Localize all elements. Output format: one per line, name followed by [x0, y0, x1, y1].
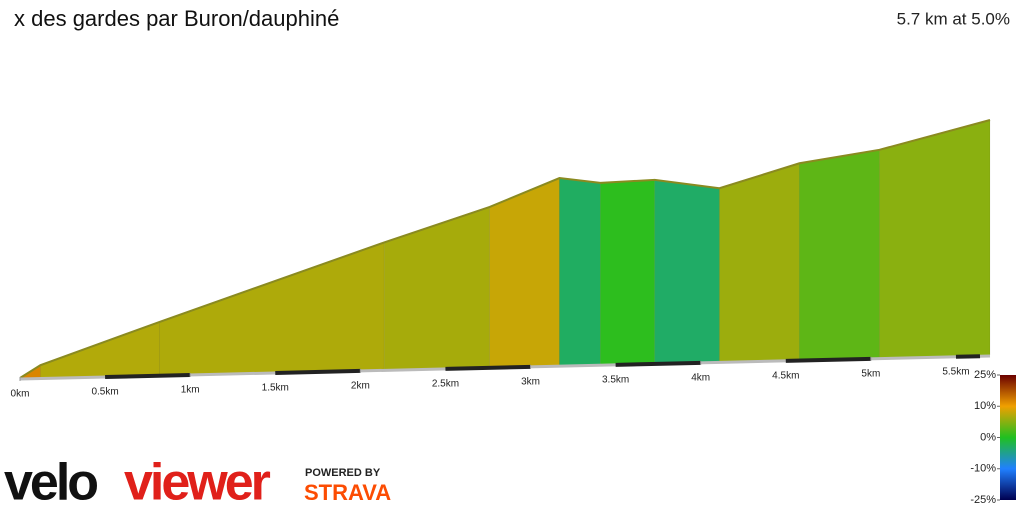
x-tick-label: 2.5km [432, 379, 459, 390]
legend-label: -25% [970, 494, 996, 506]
gradient-segment [383, 206, 490, 370]
x-axis-band [105, 372, 191, 379]
gradient-segment [799, 149, 880, 360]
gradient-segment [489, 177, 560, 368]
x-tick-label: 0km [11, 389, 30, 400]
x-tick-label: 4.5km [772, 370, 799, 381]
legend-label: -10% [970, 463, 996, 475]
x-tick-label: 3km [521, 377, 540, 388]
gradient-segment [719, 162, 800, 362]
gradient-segment [654, 179, 720, 364]
x-axis-band [615, 360, 701, 367]
x-axis-band [275, 368, 361, 375]
legend-label: 0% [980, 431, 996, 443]
x-tick-label: 1.5km [262, 383, 289, 394]
summary: 5.7 km at 5.0% [897, 9, 1010, 28]
gradient-segment [559, 177, 601, 366]
logo-velo: velo [4, 454, 97, 512]
x-tick-label: 0.5km [91, 387, 118, 398]
legend-label: 10% [974, 400, 996, 412]
legend-bar [1000, 375, 1016, 500]
x-axis-band [955, 354, 981, 359]
x-tick-label: 5.5km [942, 366, 969, 377]
gradient-segment [159, 242, 385, 375]
gradient-segment [40, 321, 160, 378]
powered-by: POWERED BY [305, 467, 381, 479]
x-axis-band [445, 364, 531, 371]
strava-logo: STRAVA [304, 480, 391, 505]
x-tick-label: 5km [861, 368, 880, 379]
profile-outline [19, 119, 991, 379]
chart-title: x des gardes par Buron/dauphiné [14, 6, 339, 31]
legend-label: 25% [974, 369, 996, 381]
gradient-segment [879, 119, 991, 358]
logo-viewer: viewer [124, 454, 271, 512]
x-tick-label: 4km [691, 373, 710, 384]
x-axis-band [785, 356, 871, 363]
x-tick-label: 2km [351, 381, 370, 392]
gradient-segment [600, 179, 656, 365]
x-tick-label: 1km [181, 385, 200, 396]
x-tick-label: 3.5km [602, 375, 629, 386]
